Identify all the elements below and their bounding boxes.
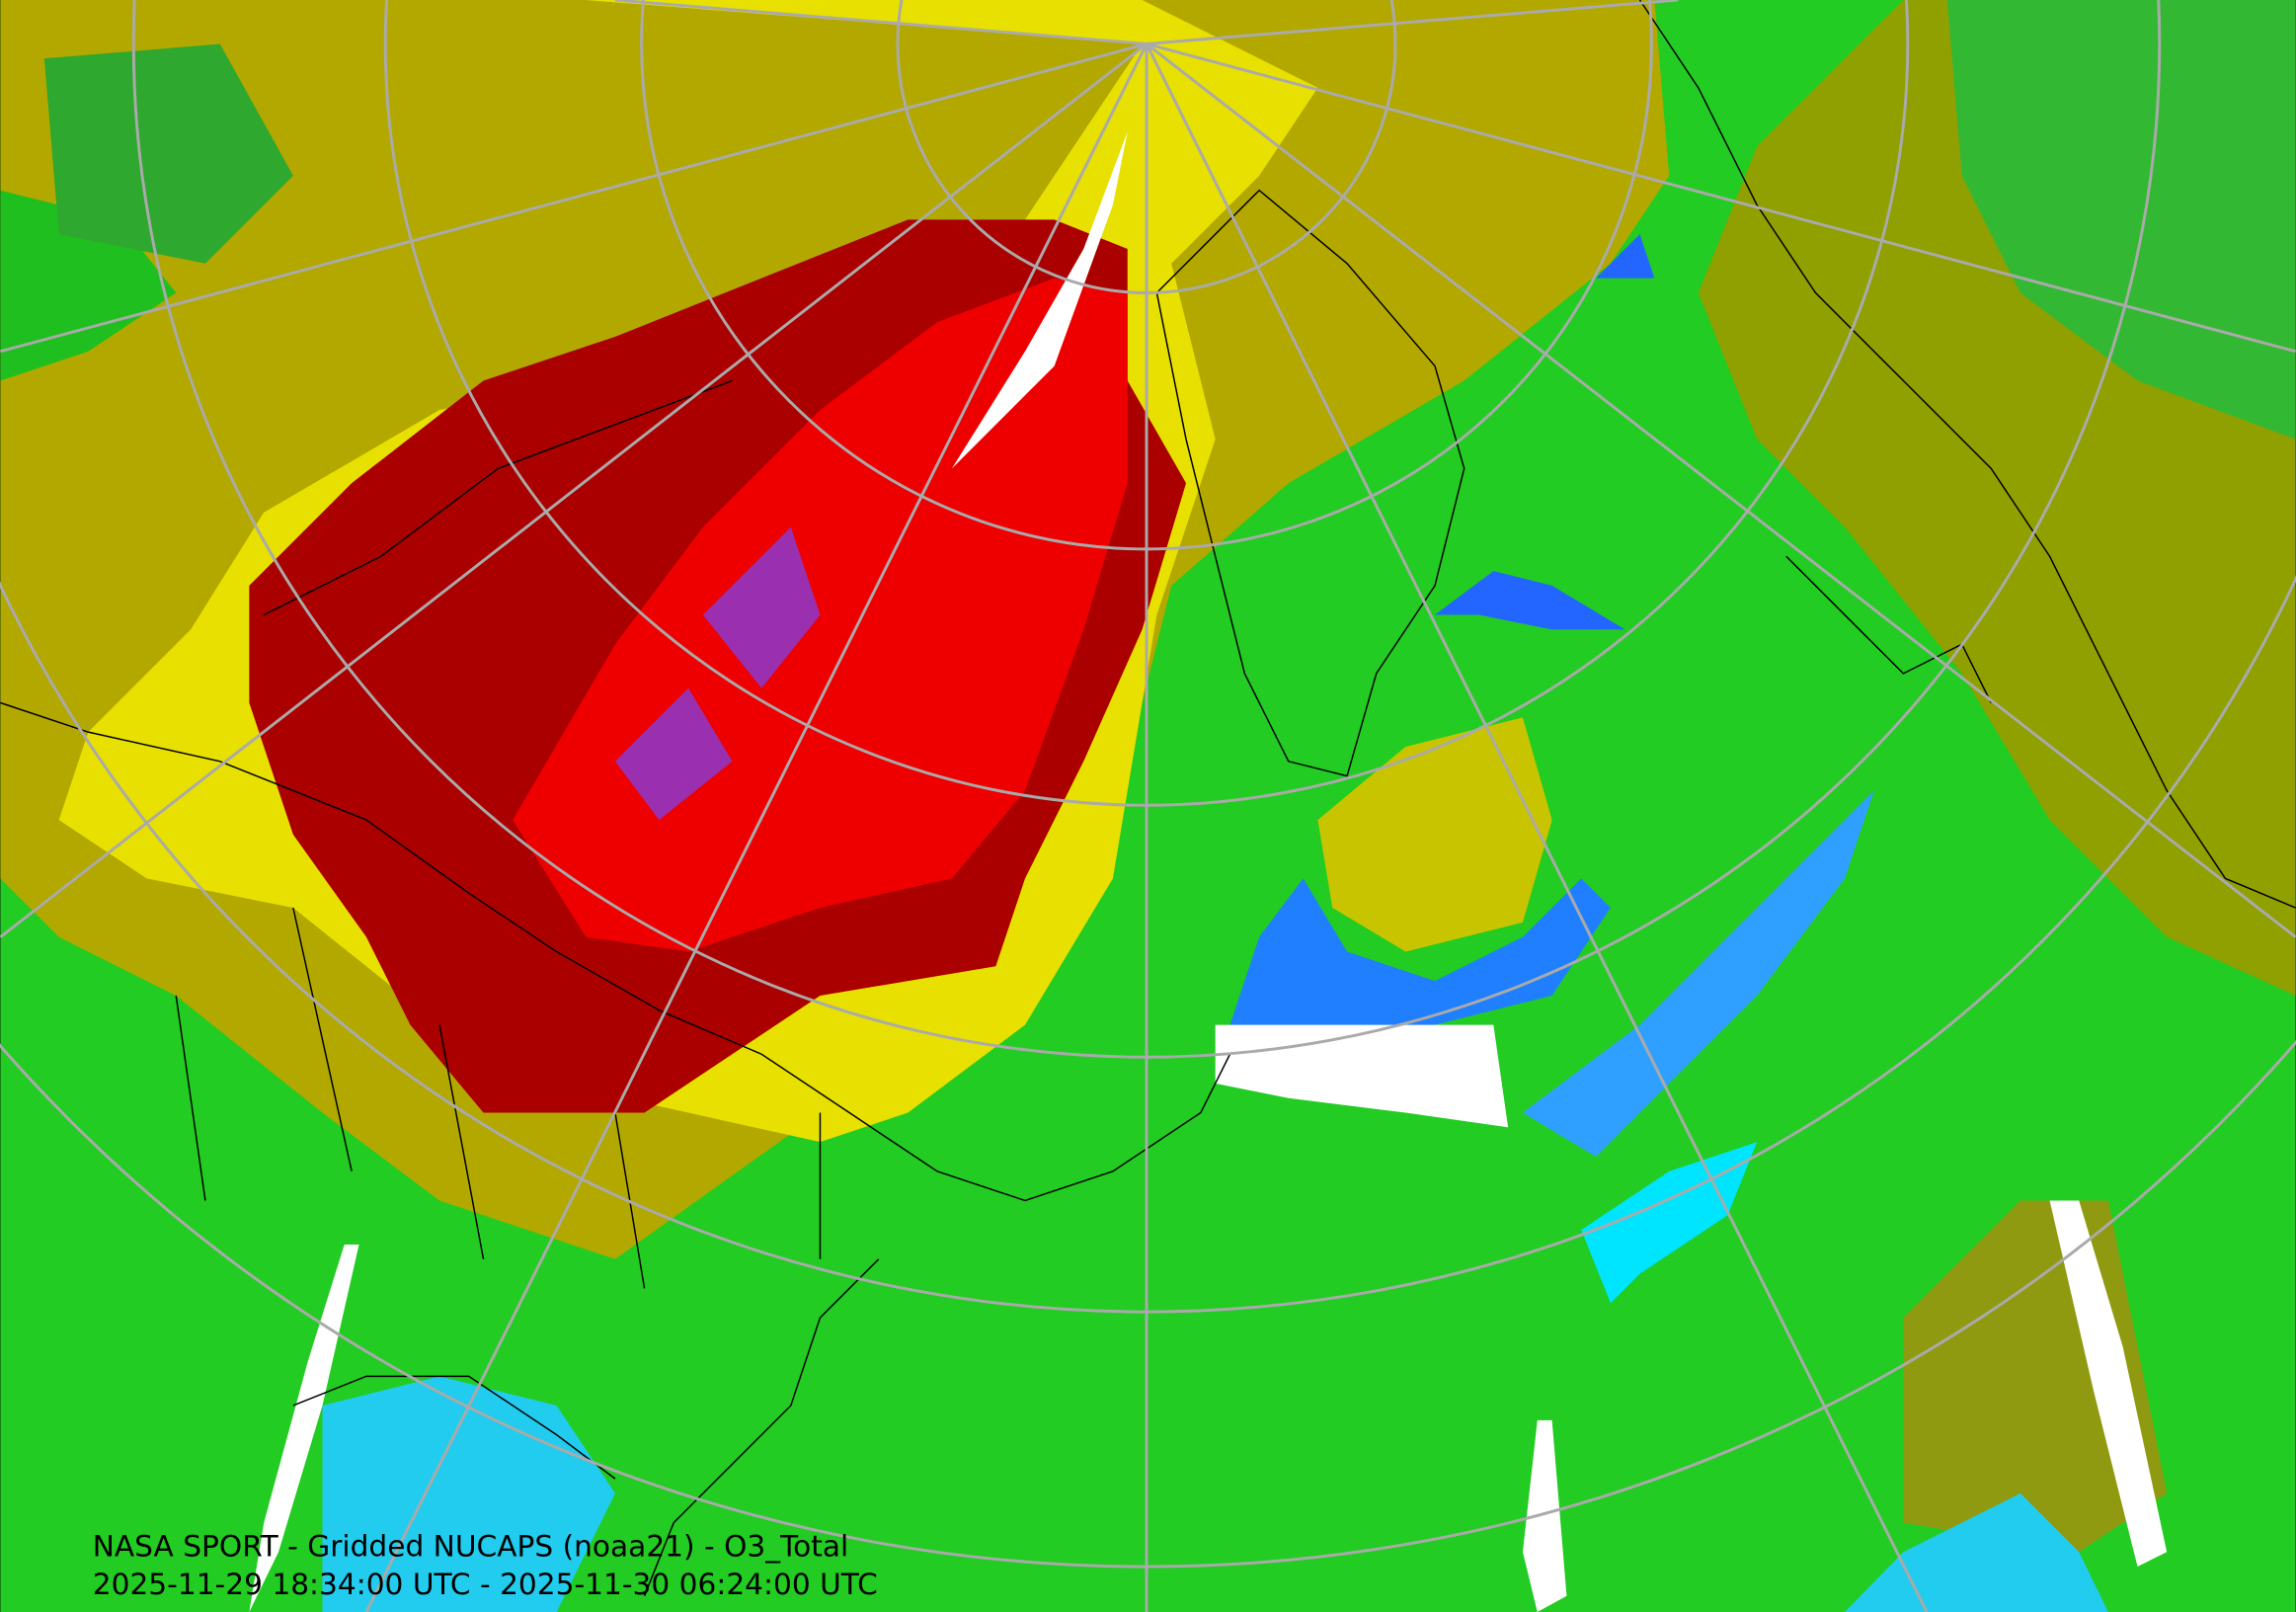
cyan-patch	[322, 1376, 2108, 1612]
caption-time-range: 2025-11-29 18:34:00 UTC - 2025-11-30 06:…	[93, 1567, 878, 1601]
green-patch	[43, 43, 293, 264]
blue-band	[1522, 790, 1874, 1158]
missing-swath	[1215, 1024, 1509, 1128]
purple-patch	[614, 526, 821, 821]
blue-patch	[1435, 234, 1655, 630]
caption-title: NASA SPORT - Gridded NUCAPS (noaa21) - O…	[93, 1529, 849, 1564]
olive-region	[1317, 717, 1552, 952]
blue-band	[1229, 878, 1611, 1055]
